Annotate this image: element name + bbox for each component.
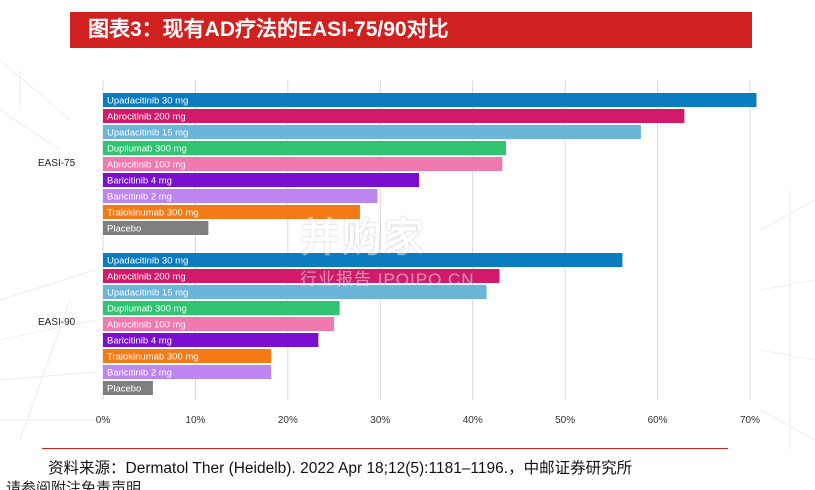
- bar-label: Upadacitinib 30 mg: [107, 256, 188, 267]
- x-tick-label: 50%: [555, 415, 575, 426]
- x-tick-label: 0%: [96, 415, 111, 426]
- bar: [103, 317, 335, 331]
- bar-label: Dupilumab 300 mg: [107, 144, 187, 155]
- group-label: EASI-90: [38, 317, 76, 328]
- bar-label: Placebo: [107, 384, 141, 395]
- bar-label: Abrocitinib 100 mg: [107, 160, 186, 171]
- bar-label: Abrocitinib 100 mg: [107, 320, 186, 331]
- bar-label: Upadacitinib 15 mg: [107, 288, 188, 299]
- x-tick-label: 70%: [740, 415, 760, 426]
- bar-label: Tralokinumab 300 mg: [107, 352, 199, 363]
- x-tick-label: 10%: [185, 415, 205, 426]
- x-tick-label: 30%: [370, 415, 390, 426]
- x-tick-label: 20%: [278, 415, 298, 426]
- bar-label: Dupilumab 300 mg: [107, 304, 187, 315]
- bar: [103, 125, 641, 139]
- bar: [103, 253, 623, 267]
- source-note: 资料来源：Dermatol Ther (Heidelb). 2022 Apr 1…: [48, 460, 633, 477]
- bar: [103, 285, 487, 299]
- bar: [103, 221, 209, 235]
- bar: [103, 269, 500, 283]
- bar: [103, 189, 378, 203]
- bar-label: Baricitinib 4 mg: [107, 176, 172, 187]
- bar: [103, 333, 319, 347]
- footer-disclaimer: 请参阅附注免责声明: [6, 480, 142, 490]
- bar: [103, 109, 685, 123]
- easi-bar-chart: 0% 10% 20% 30% 40% 50% 60% 70% EASI-75 Upadacitin…: [38, 80, 760, 426]
- bar-label: Baricitinib 4 mg: [107, 336, 172, 347]
- bar: [103, 381, 153, 395]
- bar-label: Abrocitinib 200 mg: [107, 272, 186, 283]
- bar: [103, 93, 757, 107]
- bar: [103, 349, 272, 363]
- bar-label: Baricitinib 2 mg: [107, 192, 172, 203]
- bar: [103, 301, 340, 315]
- bar: [103, 157, 503, 171]
- bar-label: Tralokinumab 300 mg: [107, 208, 199, 219]
- x-tick-label: 40%: [463, 415, 483, 426]
- title-banner: 图表3：现有AD疗法的EASI-75/90对比: [70, 12, 752, 48]
- bar-label: Placebo: [107, 224, 141, 235]
- bar: [103, 173, 420, 187]
- x-tick-label: 60%: [648, 415, 668, 426]
- bar: [103, 365, 272, 379]
- bar-label: Abrocitinib 200 mg: [107, 112, 186, 123]
- bar: [103, 205, 360, 219]
- group-label: EASI-75: [38, 158, 76, 169]
- bar-label: Upadacitinib 30 mg: [107, 96, 188, 107]
- bar-label: Upadacitinib 15 mg: [107, 128, 188, 139]
- bar: [103, 141, 506, 155]
- chart-title: 图表3：现有AD疗法的EASI-75/90对比: [88, 18, 449, 41]
- source-divider: [42, 448, 728, 449]
- bar-label: Baricitinib 2 mg: [107, 368, 172, 379]
